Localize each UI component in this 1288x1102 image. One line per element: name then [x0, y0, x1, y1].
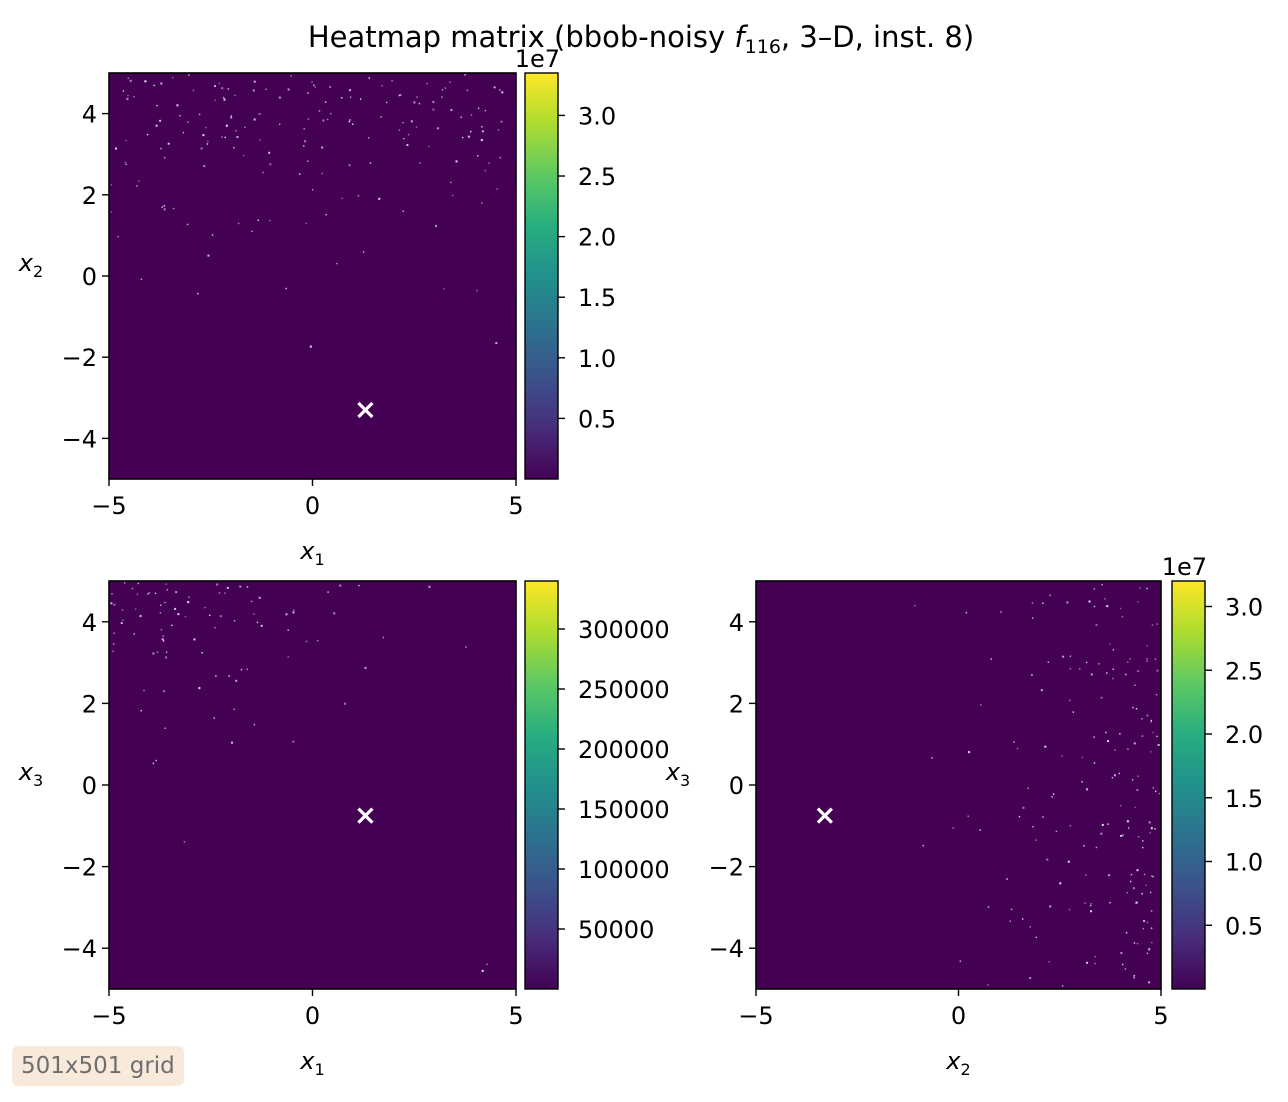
colorbar-tick-label: 1.0 — [578, 345, 616, 373]
y-tick-label: 0 — [82, 263, 97, 291]
y-tick-label: −4 — [62, 935, 97, 963]
y-tick-label: 2 — [82, 690, 97, 718]
x-tick-label: 0 — [951, 1002, 966, 1030]
x-axis-label: x1 — [299, 1047, 324, 1079]
colorbar-offset-label: 1e7 — [515, 45, 560, 73]
colorbar-tick-label: 0.5 — [578, 405, 616, 433]
colorbar-tick-label: 1.5 — [578, 284, 616, 312]
x-tick-label: 5 — [1153, 1002, 1168, 1030]
heatmap-image — [756, 581, 1161, 989]
figure-title: Heatmap matrix (bbob-noisy f116, 3–D, in… — [308, 20, 974, 58]
y-tick-label: 4 — [82, 609, 97, 637]
x-tick-label: 5 — [508, 1002, 523, 1030]
y-axis-label: x3 — [665, 758, 690, 790]
noise-speckles — [110, 74, 504, 348]
y-tick-label: 0 — [82, 772, 97, 800]
colorbar-tick-label: 200000 — [578, 736, 670, 764]
colorbar: 50000 100000 150000 200000 250000 300000 — [524, 580, 670, 990]
heatmap-image — [109, 73, 516, 479]
y-tick-label: −4 — [709, 935, 744, 963]
y-tick-label: −2 — [62, 344, 97, 372]
colorbar-tick-label: 150000 — [578, 796, 670, 824]
colorbar-tick-label: 2.0 — [1225, 721, 1263, 749]
colorbar-tick-label: 1.5 — [1225, 785, 1263, 813]
colorbar-frame — [524, 72, 559, 480]
colorbar-tick-label: 2.5 — [578, 163, 616, 191]
colorbar-tick-label: 0.5 — [1225, 912, 1263, 940]
colorbar-frame — [1171, 580, 1206, 990]
x-tick-label: 0 — [305, 492, 320, 520]
colorbar-tick-label: 2.0 — [578, 224, 616, 252]
colorbar: 0.5 1.0 1.5 2.0 2.5 3.0 1e7 — [515, 45, 616, 480]
x-axis-label: x2 — [945, 1047, 970, 1079]
colorbar-gradient — [525, 73, 558, 479]
colorbar-tick-label: 50000 — [578, 916, 654, 944]
colorbar-tick-label: 300000 — [578, 616, 670, 644]
colorbar-tick-label: 1.0 — [1225, 849, 1263, 877]
y-tick-label: 2 — [729, 690, 744, 718]
colorbar-tick-label: 100000 — [578, 856, 670, 884]
y-tick-label: 4 — [729, 609, 744, 637]
colorbar-tick-label: 3.0 — [1225, 594, 1263, 622]
y-axis-label: x3 — [18, 758, 43, 790]
panel-x1-x3: −5 0 5 −4 −2 0 2 4 x1 x3 50000 100000 150000 200000 25… — [18, 580, 670, 1079]
panel-x1-x2: −5 0 5 −4 −2 0 2 4 x1 x2 0.5 1.0 1.5 2.0 2.5 3.0 1e7 — [18, 45, 616, 569]
x-tick-label: −5 — [91, 492, 126, 520]
colorbar-tick-label: 2.5 — [1225, 657, 1263, 685]
noise-speckles — [110, 582, 488, 972]
colorbar-frame — [524, 580, 559, 990]
y-tick-label: −2 — [62, 854, 97, 882]
y-tick-label: 2 — [82, 182, 97, 210]
y-tick-label: 4 — [82, 101, 97, 129]
optimum-marker — [357, 807, 374, 824]
colorbar-offset-label: 1e7 — [1162, 553, 1207, 581]
grid-size-badge: 501x501 grid — [12, 1046, 184, 1086]
colorbar-gradient — [525, 581, 558, 989]
colorbar-tick-label: 3.0 — [578, 102, 616, 130]
x-tick-label: −5 — [91, 1002, 126, 1030]
y-tick-label: −2 — [709, 854, 744, 882]
noise-speckles — [914, 583, 1161, 987]
x-tick-label: −5 — [738, 1002, 773, 1030]
x-tick-label: 5 — [508, 492, 523, 520]
colorbar-gradient — [1172, 581, 1205, 989]
x-axis-label: x1 — [299, 537, 324, 569]
y-axis-label: x2 — [18, 249, 43, 281]
panel-x2-x3: −5 0 5 −4 −2 0 2 4 x2 x3 0.5 1.0 1.5 2.0 2.5 3.0 1e7 — [665, 553, 1263, 1079]
x-tick-label: 0 — [305, 1002, 320, 1030]
heatmap-image — [109, 581, 516, 989]
y-tick-label: 0 — [729, 772, 744, 800]
y-tick-label: −4 — [62, 425, 97, 453]
optimum-marker — [357, 401, 374, 419]
colorbar-tick-label: 250000 — [578, 676, 670, 704]
optimum-marker — [816, 807, 833, 824]
colorbar: 0.5 1.0 1.5 2.0 2.5 3.0 1e7 — [1162, 553, 1263, 990]
